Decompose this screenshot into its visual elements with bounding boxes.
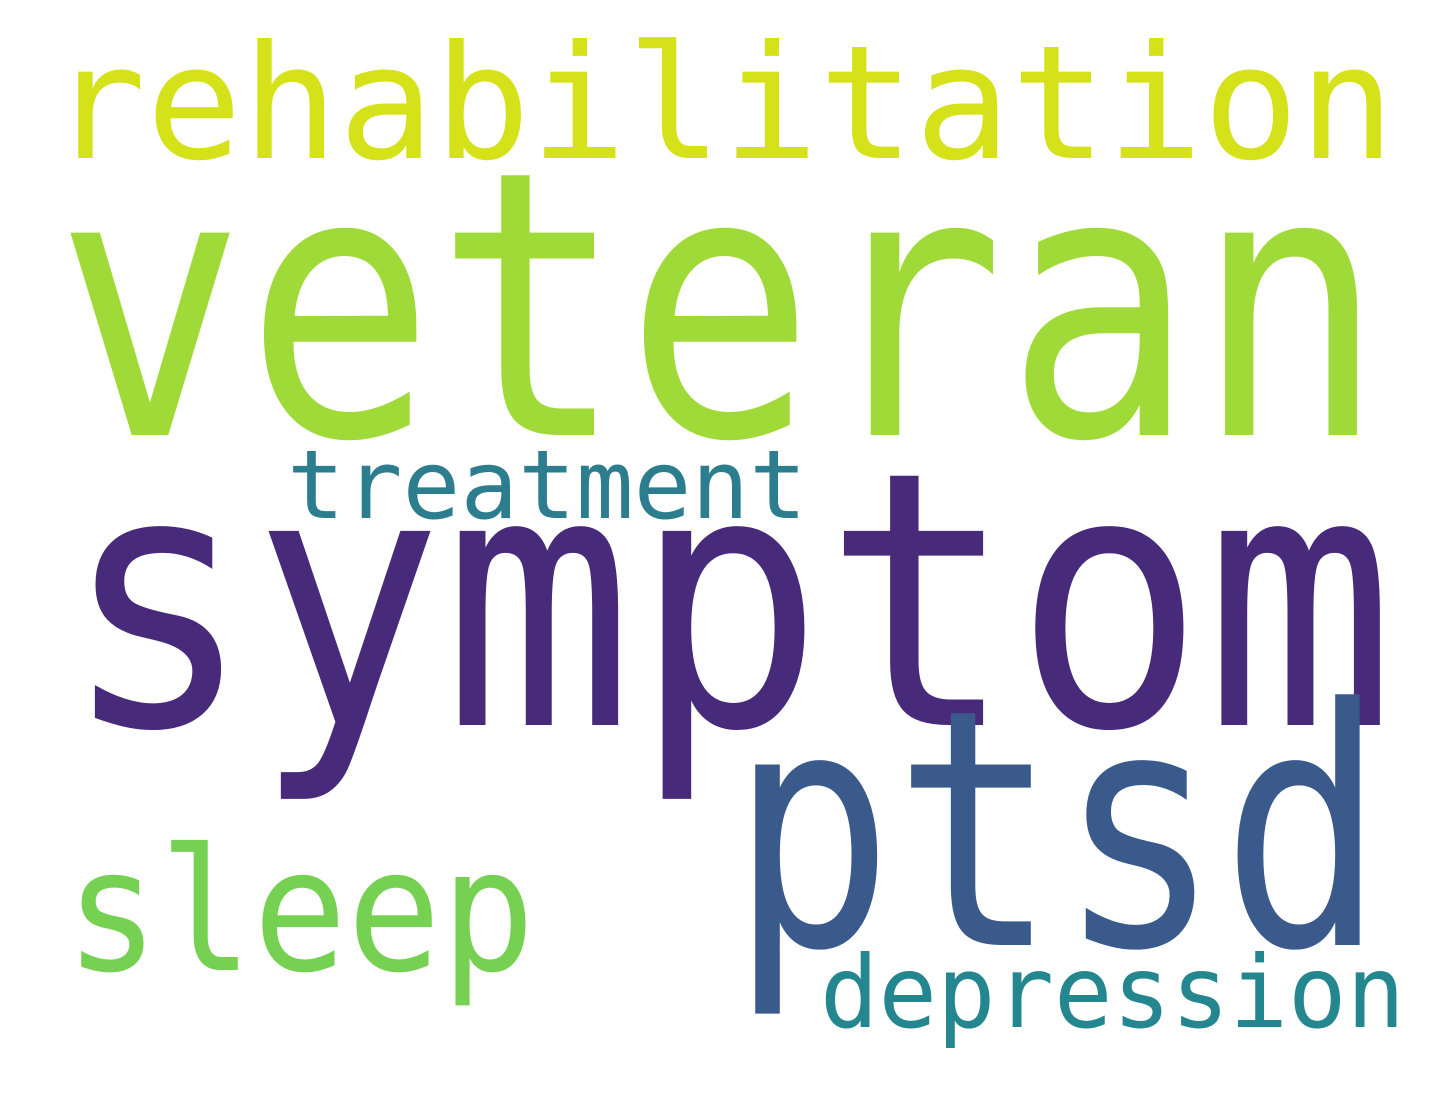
word-treatment: treatment [287, 431, 807, 541]
word-sleep: sleep [65, 813, 535, 1011]
word-symptom: symptom [62, 395, 1395, 809]
word-depression: depression [820, 934, 1405, 1051]
word-ptsd: ptsd [730, 639, 1385, 1023]
word-rehabilitation: rehabilitation [50, 12, 1395, 196]
word-veteran: veteran [55, 93, 1385, 523]
